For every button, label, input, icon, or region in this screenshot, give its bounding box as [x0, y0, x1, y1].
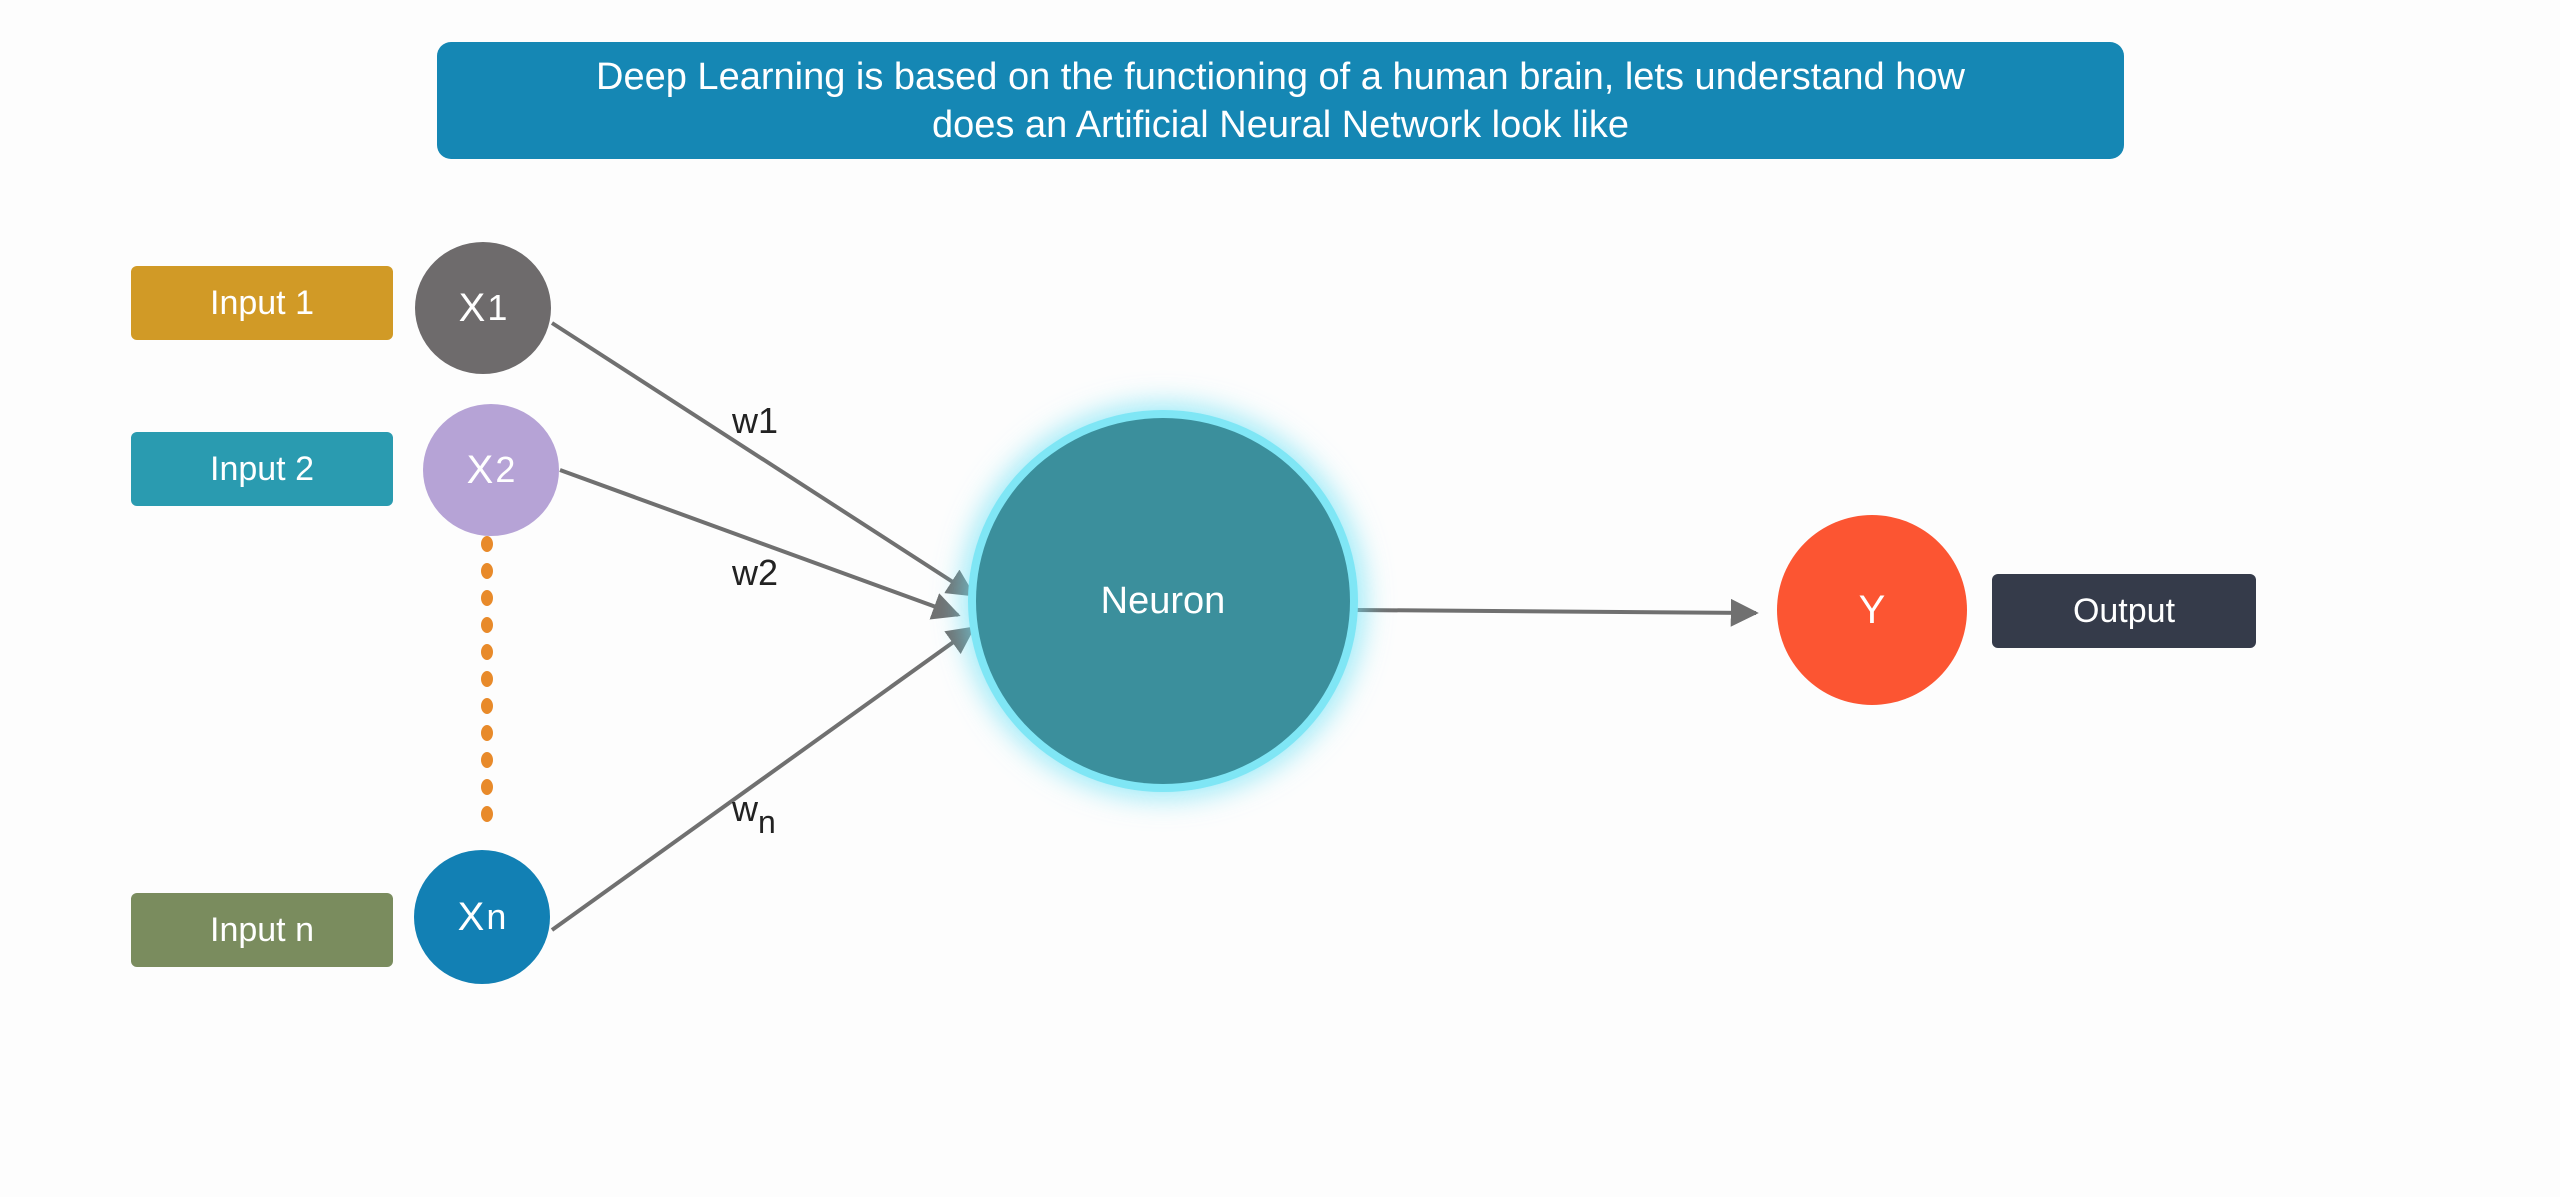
xn-base: X: [457, 894, 485, 939]
x1-subscript: 1: [487, 287, 508, 328]
arrow-neuron-to-y: [1355, 598, 1759, 627]
x1-base: X: [458, 285, 486, 330]
output-node-label: Y: [1858, 587, 1886, 632]
neuron-label: Neuron: [1100, 579, 1226, 622]
arrow-x2-to-neuron: [559, 468, 961, 620]
banner-line-1: Deep Learning is based on the functionin…: [596, 55, 1965, 98]
x2-subscript: 2: [495, 449, 516, 490]
weight-w2: w2: [732, 552, 778, 594]
output-label: Output: [1992, 574, 2256, 648]
input-2-label: Input 2: [131, 432, 393, 506]
dotted-connector: [481, 536, 493, 822]
input-n-label: Input n: [131, 893, 393, 967]
weight-w1: w1: [732, 400, 778, 442]
banner-line-2: does an Artificial Neural Network look l…: [932, 103, 1629, 146]
weight-wn: wn: [732, 788, 776, 841]
weight-wn-base: w: [732, 788, 758, 829]
arrow-x1-to-neuron: [550, 321, 976, 597]
neuron-node: Neuron: [976, 418, 1350, 784]
weight-w1-text: w1: [732, 400, 779, 441]
input-1-label: Input 1: [131, 266, 393, 340]
xn-subscript: n: [486, 896, 507, 937]
title-banner: Deep Learning is based on the functionin…: [437, 42, 2124, 159]
x2-base: X: [466, 447, 494, 492]
weight-w2-text: w2: [732, 552, 779, 593]
weight-wn-subscript: n: [758, 804, 776, 840]
output-node-y: Y: [1777, 515, 1967, 705]
arrow-xn-to-neuron: [550, 626, 976, 932]
